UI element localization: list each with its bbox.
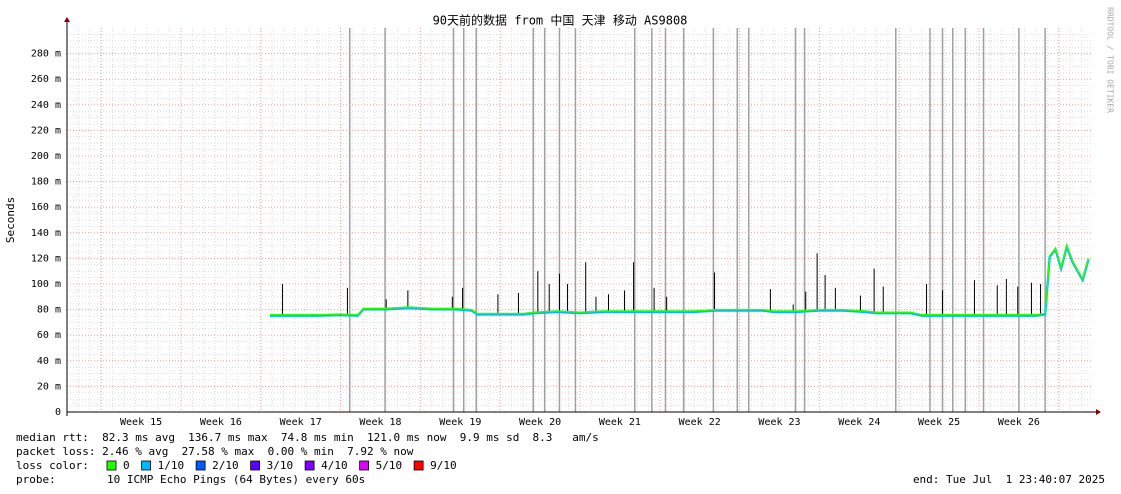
probe-label: probe: — [16, 473, 56, 486]
loss-label: 2/10 — [212, 459, 239, 472]
loss-legend-title: loss color: — [16, 459, 89, 472]
x-tick-label: Week 17 — [280, 417, 322, 428]
watermark: RRDTOOL / TOBI OETIKER — [1106, 7, 1115, 113]
x-tick-label: Week 19 — [439, 417, 481, 428]
y-tick-label: 60 m — [37, 330, 61, 341]
loss-swatch — [304, 460, 315, 471]
y-axis-label: Seconds — [4, 197, 17, 243]
end-time: end: Tue Jul 1 23:40:07 2025 — [913, 473, 1105, 486]
stats-line: packet loss: 2.46 % avg 27.58 % max 0.00… — [16, 445, 414, 458]
y-tick-label: 180 m — [31, 177, 61, 188]
y-tick-label: 100 m — [31, 279, 61, 290]
loss-label: 5/10 — [376, 459, 403, 472]
probe-text: 10 ICMP Echo Pings (64 Bytes) every 60s — [107, 473, 365, 486]
y-tick-label: 80 m — [37, 305, 61, 316]
loss-swatch — [106, 460, 117, 471]
stats-line: median rtt: 82.3 ms avg 136.7 ms max 74.… — [16, 431, 599, 444]
y-tick-label: 260 m — [31, 74, 61, 85]
arrow — [1096, 409, 1101, 415]
y-tick-label: 240 m — [31, 100, 61, 111]
y-tick-label: 120 m — [31, 253, 61, 264]
y-tick-label: 280 m — [31, 49, 61, 60]
loss-swatch — [141, 460, 152, 471]
y-tick-label: 160 m — [31, 202, 61, 213]
median-line — [269, 243, 1090, 316]
y-tick-label: 140 m — [31, 228, 61, 239]
y-tick-label: 200 m — [31, 151, 61, 162]
x-tick-label: Week 23 — [758, 417, 800, 428]
x-tick-label: Week 20 — [519, 417, 561, 428]
loss-label: 3/10 — [267, 459, 294, 472]
loss-swatch — [413, 460, 424, 471]
x-tick-label: Week 18 — [359, 417, 401, 428]
x-tick-label: Week 15 — [120, 417, 162, 428]
loss-swatch — [250, 460, 261, 471]
x-tick-label: Week 26 — [998, 417, 1040, 428]
loss-label: 9/10 — [430, 459, 457, 472]
loss-label: 4/10 — [321, 459, 348, 472]
loss-label: 0 — [123, 459, 130, 472]
y-tick-label: 40 m — [37, 356, 61, 367]
loss-label: 1/10 — [158, 459, 185, 472]
x-tick-label: Week 24 — [838, 417, 880, 428]
y-tick-label: 220 m — [31, 125, 61, 136]
x-tick-label: Week 25 — [918, 417, 960, 428]
y-tick-label: 20 m — [37, 381, 61, 392]
x-tick-label: Week 16 — [200, 417, 242, 428]
arrow — [64, 17, 70, 22]
loss-swatch — [195, 460, 206, 471]
x-tick-label: Week 22 — [679, 417, 721, 428]
x-tick-label: Week 21 — [599, 417, 641, 428]
loss-swatch — [359, 460, 370, 471]
y-tick-label: 0 — [55, 407, 61, 418]
chart-title: 90天前的数据 from 中国 天津 移动 AS9808 — [433, 13, 688, 28]
